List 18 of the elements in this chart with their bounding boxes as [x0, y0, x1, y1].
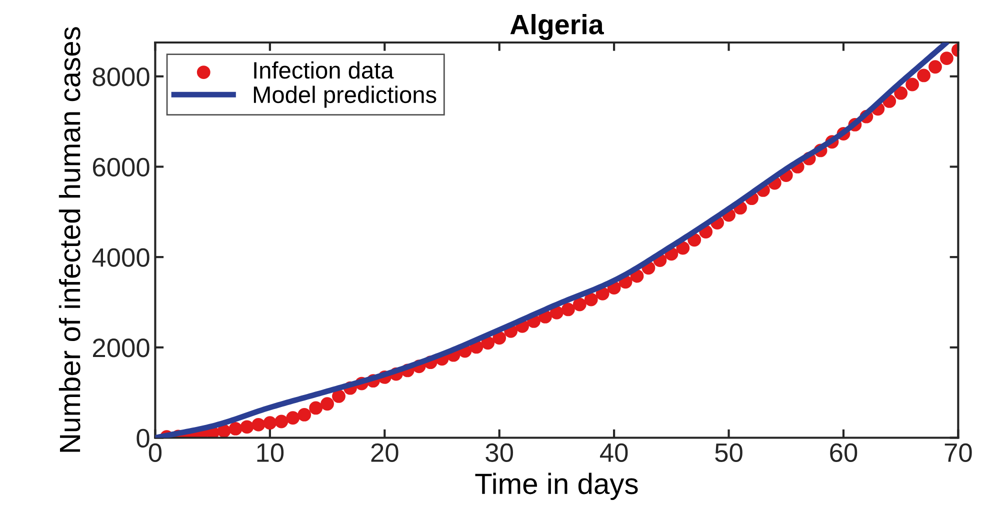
- x-tick-label: 50: [715, 443, 742, 462]
- x-tick-label: 0: [148, 443, 162, 462]
- x-tick-label: 20: [371, 443, 398, 462]
- y-tick-label: 4000: [92, 248, 150, 267]
- y-tick-label: 2000: [92, 338, 150, 358]
- x-tick-label: 70: [944, 443, 972, 462]
- x-axis-title: Time in days: [475, 472, 638, 500]
- chart-title: Algeria: [510, 14, 604, 40]
- legend-label: Model predictions: [254, 86, 436, 108]
- x-tick-label: 60: [830, 443, 858, 462]
- legend-label: Infection data: [254, 61, 394, 79]
- y-tick-label: 0: [136, 428, 150, 448]
- x-tick-label: 40: [600, 443, 628, 462]
- y-tick-label: 8000: [92, 68, 150, 86]
- x-tick-label: 30: [486, 443, 513, 462]
- x-tick-label: 10: [257, 443, 284, 462]
- y-tick-label: 6000: [93, 158, 150, 177]
- y-axis-title: Number of infected human cases: [58, 27, 80, 452]
